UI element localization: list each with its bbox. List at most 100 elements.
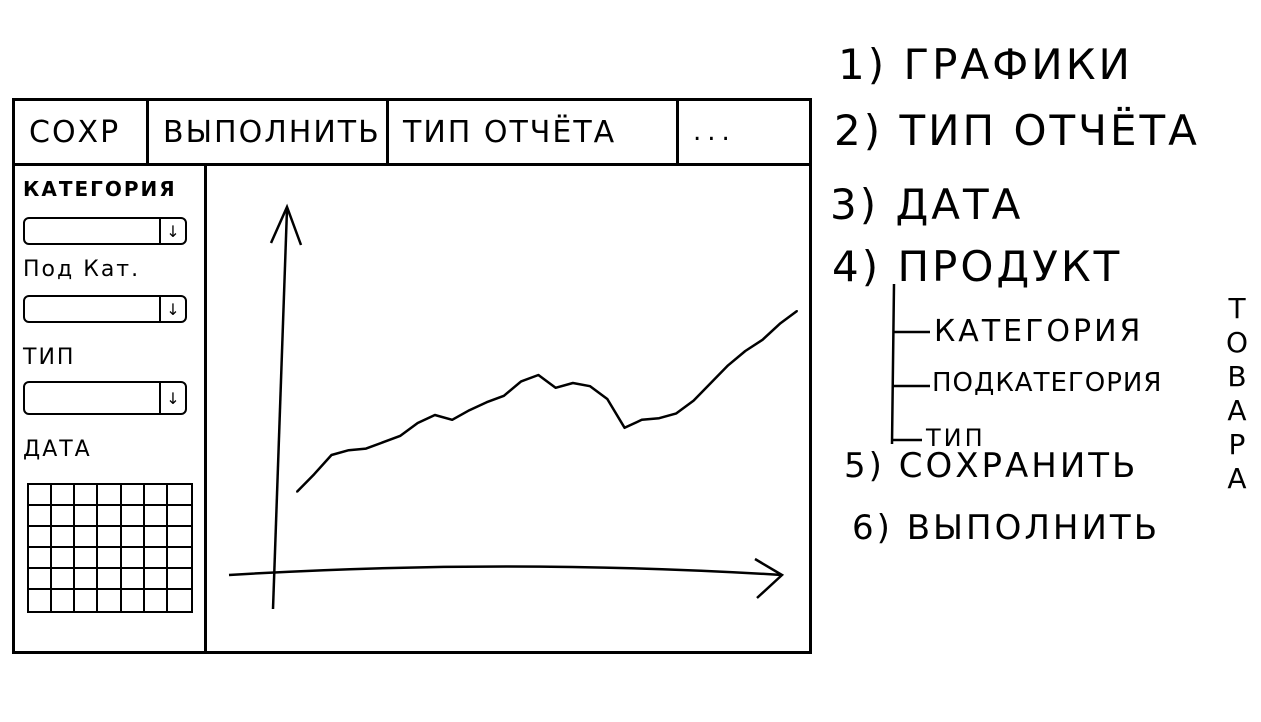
calendar-cell[interactable]: [75, 485, 99, 506]
type-label: ТИП: [23, 345, 76, 370]
data-point: [399, 434, 402, 437]
date-calendar[interactable]: [27, 483, 193, 613]
data-point: [796, 310, 798, 312]
data-point: [416, 422, 419, 424]
calendar-cell[interactable]: [98, 548, 122, 569]
type-select[interactable]: ↓: [23, 381, 187, 415]
calendar-cell[interactable]: [144, 527, 168, 548]
run-button[interactable]: ВЫПОЛНИТЬ: [149, 101, 389, 163]
calendar-cell[interactable]: [167, 548, 191, 569]
data-point: [778, 322, 781, 325]
note-report-type: 2) ТИП ОТЧЁТА: [834, 106, 1200, 155]
save-button[interactable]: СОХР: [15, 101, 149, 163]
data-point: [382, 441, 385, 444]
calendar-cell[interactable]: [167, 506, 191, 527]
data-point: [761, 338, 764, 341]
note-date: 3) ДАТА: [830, 180, 1024, 229]
calendar-cell[interactable]: [121, 506, 145, 527]
note-charts: 1) ГРАФИКИ: [838, 40, 1133, 89]
date-label: ДАТА: [23, 437, 92, 462]
filter-sidebar: КАТЕГОРИЯ ↓ Под Кат. ↓ ТИП ↓ ДАТА: [15, 163, 207, 651]
calendar-cell[interactable]: [167, 485, 191, 506]
app-window-sketch: СОХР ВЫПОЛНИТЬ ТИП ОТЧЁТА ... КАТЕГОРИЯ …: [12, 98, 812, 654]
data-point: [554, 386, 557, 389]
calendar-cell[interactable]: [98, 590, 122, 611]
calendar-cell[interactable]: [144, 506, 168, 527]
calendar-cell[interactable]: [98, 506, 122, 527]
toolbar: СОХР ВЫПОЛНИТЬ ТИП ОТЧЁТА ...: [15, 101, 809, 166]
data-point: [520, 380, 523, 383]
x-axis: [228, 565, 783, 577]
data-point: [675, 412, 678, 415]
product-tree-lines: [890, 284, 930, 444]
calendar-cell[interactable]: [52, 590, 76, 611]
series-line: [296, 309, 798, 493]
calendar-cell[interactable]: [29, 590, 53, 611]
calendar-cell[interactable]: [75, 527, 99, 548]
report-type-button[interactable]: ТИП ОТЧЁТА: [389, 101, 679, 163]
chevron-down-icon: ↓: [159, 219, 185, 243]
annotation-notes: 1) ГРАФИКИ 2) ТИП ОТЧЁТА 3) ДАТА 4) ПРОД…: [830, 30, 1250, 590]
calendar-cell[interactable]: [52, 569, 76, 590]
data-point: [451, 418, 454, 421]
category-label: КАТЕГОРИЯ: [23, 177, 177, 201]
data-point: [727, 364, 729, 367]
calendar-cell[interactable]: [29, 548, 53, 569]
calendar-cell[interactable]: [52, 506, 76, 527]
line-chart: [228, 203, 798, 610]
chevron-down-icon: ↓: [159, 383, 185, 413]
calendar-cell[interactable]: [29, 506, 53, 527]
subcategory-select[interactable]: ↓: [23, 295, 187, 323]
calendar-cell[interactable]: [52, 485, 76, 506]
data-point: [589, 385, 592, 388]
calendar-cell[interactable]: [98, 569, 122, 590]
data-point: [296, 490, 298, 493]
data-point: [744, 350, 747, 352]
data-point: [502, 394, 505, 397]
data-point: [365, 447, 367, 450]
calendar-cell[interactable]: [144, 569, 168, 590]
calendar-cell[interactable]: [29, 527, 53, 548]
calendar-cell[interactable]: [144, 485, 168, 506]
note-type: ТИП: [926, 424, 986, 452]
note-save: 5) СОХРАНИТЬ: [844, 446, 1139, 486]
data-point: [313, 473, 316, 476]
data-point: [623, 426, 626, 429]
data-point: [571, 382, 574, 384]
calendar-cell[interactable]: [121, 527, 145, 548]
calendar-cell[interactable]: [75, 569, 99, 590]
more-menu-button[interactable]: ...: [693, 117, 736, 147]
calendar-cell[interactable]: [29, 485, 53, 506]
calendar-cell[interactable]: [145, 590, 168, 611]
calendar-cell[interactable]: [167, 569, 191, 590]
calendar-cell[interactable]: [52, 548, 76, 569]
calendar-cell[interactable]: [168, 590, 191, 611]
calendar-cell[interactable]: [75, 590, 99, 611]
calendar-cell[interactable]: [29, 569, 53, 590]
calendar-cell[interactable]: [75, 548, 99, 569]
chevron-down-icon: ↓: [159, 297, 185, 321]
calendar-cell[interactable]: [167, 527, 191, 548]
data-point: [433, 414, 436, 416]
data-point: [537, 374, 540, 376]
data-point: [692, 399, 695, 402]
calendar-cell[interactable]: [75, 506, 99, 527]
series-points: [296, 310, 798, 493]
calendar-cell[interactable]: [144, 548, 168, 569]
calendar-cell[interactable]: [98, 485, 122, 506]
data-point: [485, 401, 488, 404]
calendar-cell[interactable]: [121, 569, 145, 590]
calendar-cell[interactable]: [98, 527, 122, 548]
note-product: 4) ПРОДУКТ: [832, 242, 1123, 291]
note-run: 6) ВЫПОЛНИТЬ: [852, 508, 1161, 548]
category-select[interactable]: ↓: [23, 217, 187, 245]
calendar-cell[interactable]: [121, 548, 145, 569]
calendar-cell[interactable]: [122, 590, 145, 611]
x-axis-arrow-icon: [754, 557, 785, 599]
subcategory-label: Под Кат.: [23, 257, 141, 282]
data-point: [658, 417, 661, 420]
note-goods-vertical: ТОВАРА: [1225, 292, 1249, 495]
y-axis-arrow-icon: [269, 203, 303, 246]
calendar-cell[interactable]: [121, 485, 145, 506]
calendar-cell[interactable]: [52, 527, 76, 548]
